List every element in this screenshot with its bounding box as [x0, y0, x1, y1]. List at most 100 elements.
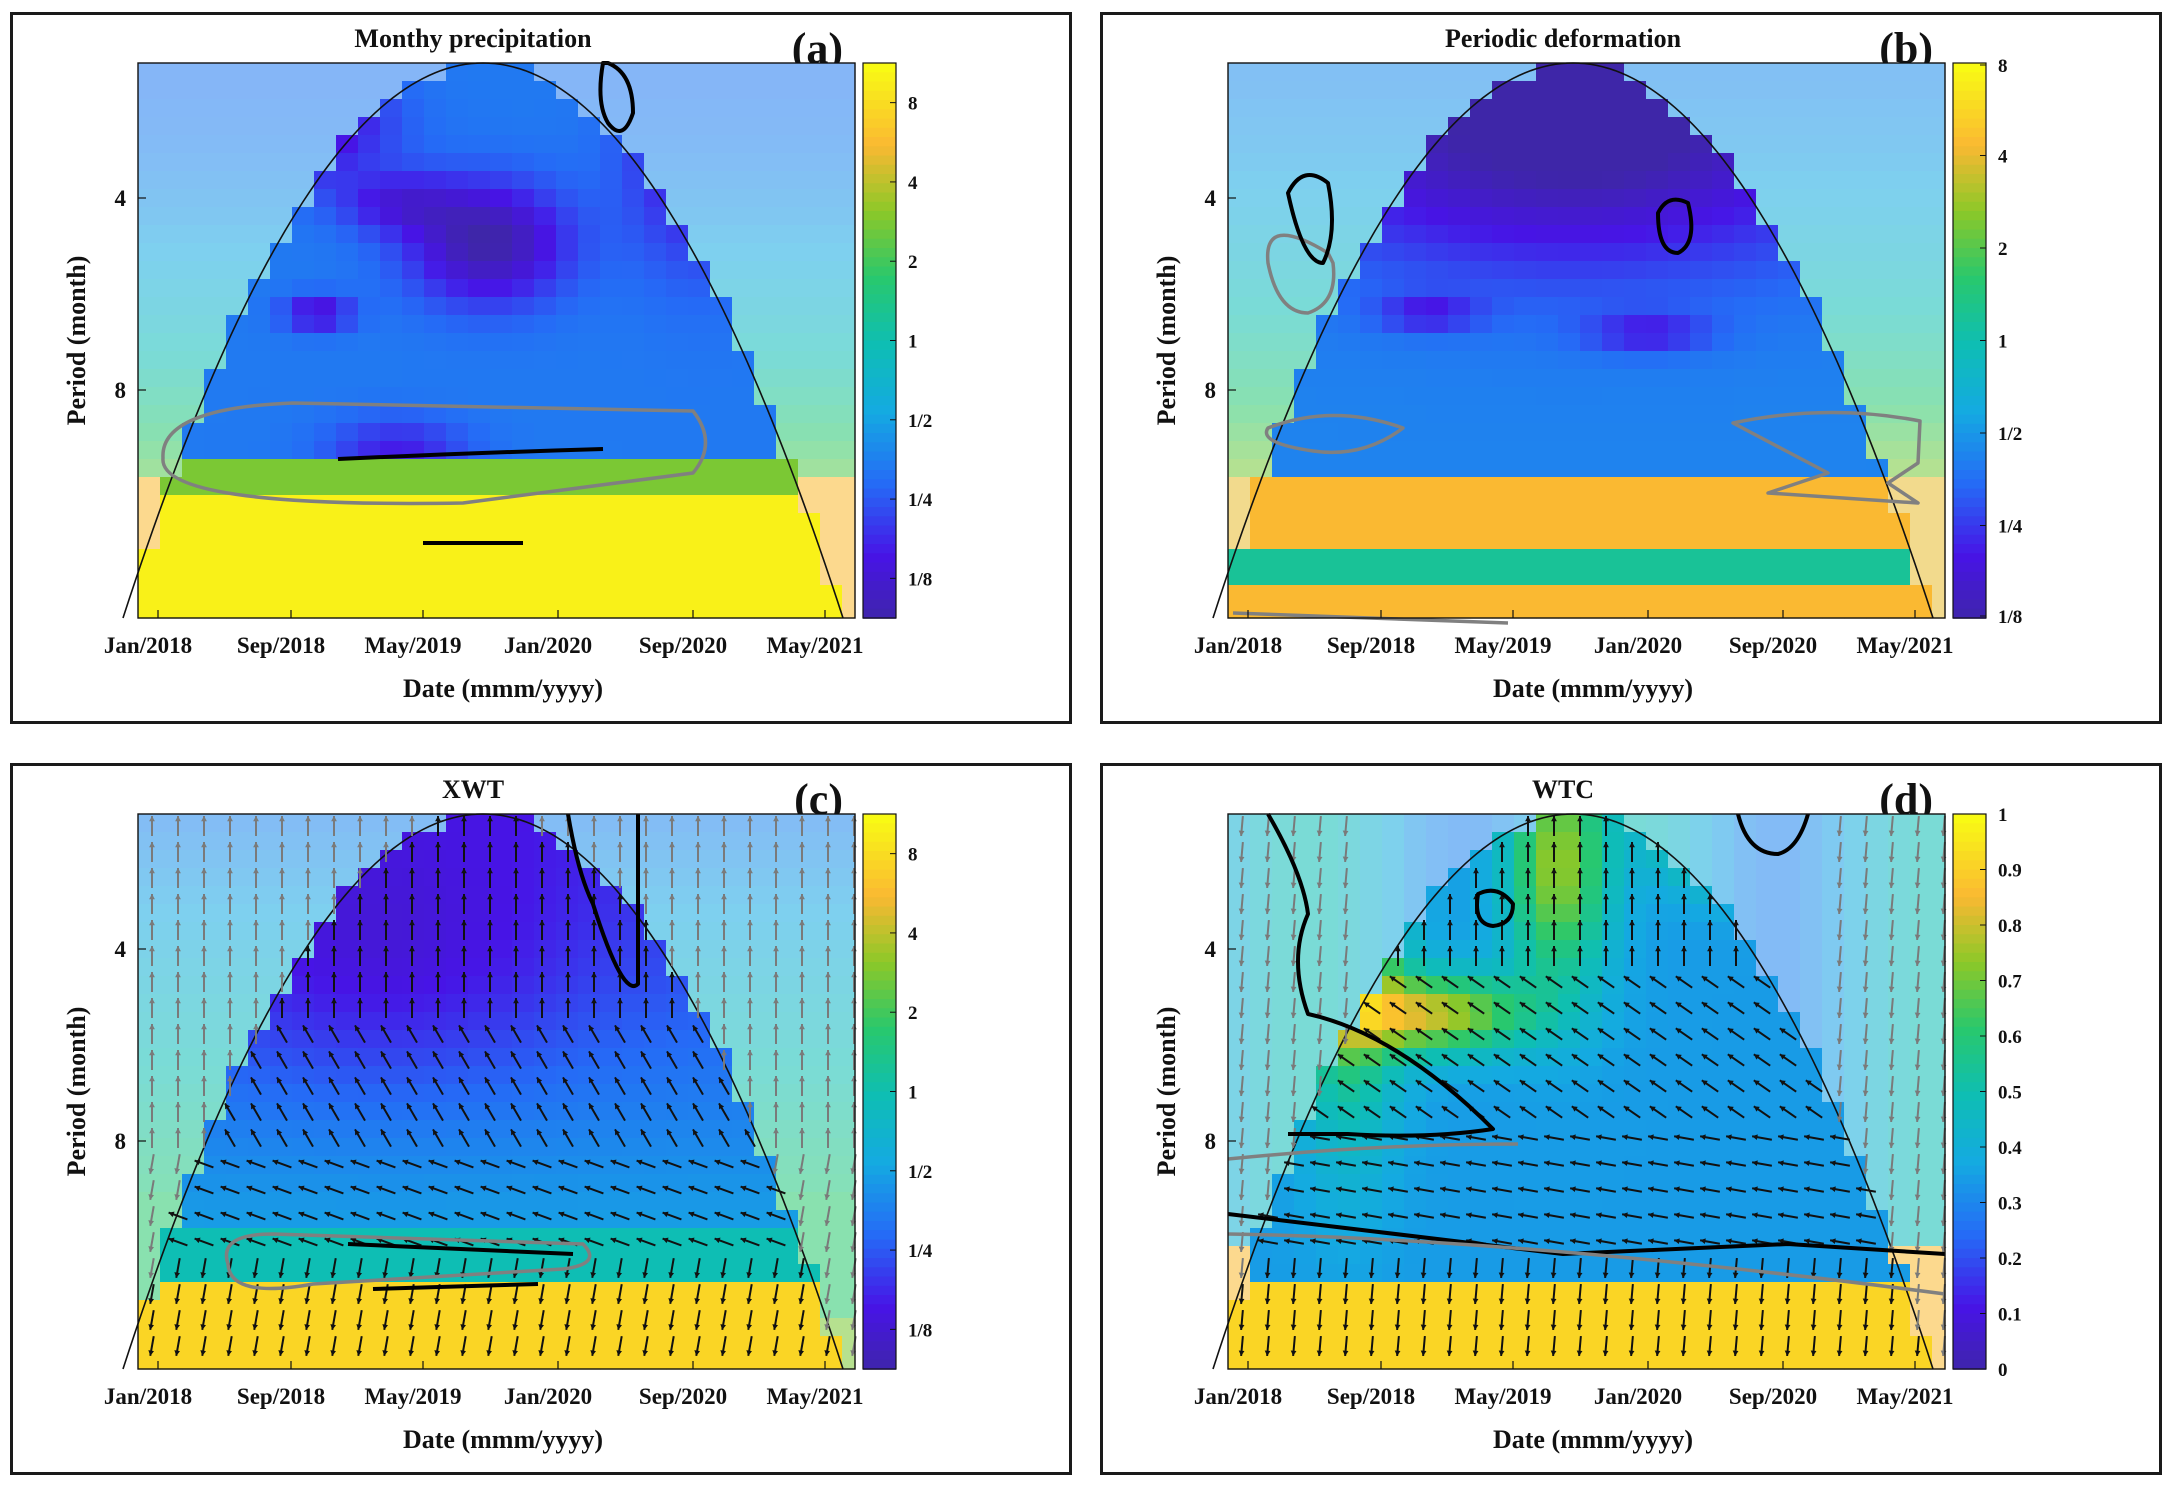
heatmap-cell [1470, 315, 1493, 334]
arrow-head [669, 920, 675, 926]
heatmap-cell [314, 333, 337, 352]
heatmap-cell [490, 63, 513, 82]
heatmap-cell [160, 1066, 183, 1085]
heatmap-cell [204, 441, 227, 460]
heatmap-cell [578, 976, 601, 995]
heatmap-cell [600, 1300, 623, 1319]
heatmap-cell [710, 63, 733, 82]
heatmap-cell [292, 1264, 315, 1283]
heatmap-cell [1228, 189, 1251, 208]
heatmap-cell [1888, 279, 1911, 298]
heatmap-cell [1316, 1336, 1339, 1355]
heatmap-cell [248, 369, 271, 388]
heatmap-cell [644, 958, 667, 977]
heatmap-cell [226, 189, 249, 208]
heatmap-cell [1448, 1336, 1471, 1355]
heatmap-cell [446, 886, 469, 905]
heatmap-cell [1250, 81, 1273, 100]
heatmap-cell [1514, 1156, 1537, 1175]
arrow-head [590, 1272, 597, 1278]
heatmap-cell [1932, 315, 1946, 334]
heatmap-cell [424, 585, 447, 604]
heatmap-cell [1580, 81, 1603, 100]
arrow-head [298, 1159, 305, 1166]
arrow-head [616, 1298, 623, 1304]
heatmap-cell [666, 940, 689, 959]
heatmap-cell [1338, 531, 1361, 550]
heatmap-cell [1426, 1264, 1449, 1283]
heatmap-cell [556, 117, 579, 136]
heatmap-cell [1316, 369, 1339, 388]
heatmap-cell [622, 369, 645, 388]
colorbar-step [863, 507, 896, 518]
heatmap-cell [1844, 351, 1867, 370]
heatmap-cell [666, 1174, 689, 1193]
heatmap-cell [1514, 225, 1537, 244]
heatmap-cell [732, 495, 755, 514]
heatmap-cell [1360, 1084, 1383, 1103]
heatmap-cell [710, 495, 733, 514]
heatmap-cell [270, 225, 293, 244]
heatmap-cell [1470, 1246, 1493, 1265]
heatmap-cell [1426, 567, 1449, 586]
heatmap-cell [490, 603, 513, 619]
heatmap-cell [1536, 495, 1559, 514]
heatmap-cell [336, 1300, 359, 1319]
heatmap-cell [1756, 387, 1779, 406]
heatmap-cell [1404, 387, 1427, 406]
heatmap-cell [556, 477, 579, 496]
heatmap-cell [1470, 1354, 1493, 1370]
heatmap-cell [820, 189, 843, 208]
heatmap-cell [1624, 513, 1647, 532]
heatmap-cell [336, 531, 359, 550]
heatmap-cell [248, 603, 271, 619]
heatmap-cell [468, 1354, 491, 1370]
heatmap-cell [380, 603, 403, 619]
heatmap-cell [424, 922, 447, 941]
heatmap-cell [1360, 1210, 1383, 1229]
heatmap-cell [776, 423, 799, 442]
heatmap-cell [688, 976, 711, 995]
arrow-head [668, 1272, 675, 1278]
heatmap-cell [1910, 243, 1933, 262]
heatmap-cell [358, 1282, 381, 1301]
heatmap-cell [1844, 333, 1867, 352]
heatmap-cell [270, 207, 293, 226]
heatmap-cell [490, 1048, 513, 1067]
arrow-head [688, 1185, 695, 1192]
heatmap-cell [1910, 261, 1933, 280]
heatmap-cell [1404, 994, 1427, 1013]
heatmap-cell [468, 441, 491, 460]
heatmap-cell [1404, 1030, 1427, 1049]
arrow-head [538, 1298, 545, 1304]
heatmap-cell [1932, 567, 1946, 586]
heatmap-cell [226, 459, 249, 478]
heatmap-cell [1470, 1174, 1493, 1193]
heatmap-cell [776, 441, 799, 460]
heatmap-cell [600, 495, 623, 514]
heatmap-cell [1932, 477, 1946, 496]
heatmap-cell [226, 207, 249, 226]
heatmap-cell [1426, 904, 1449, 923]
heatmap-cell [666, 477, 689, 496]
heatmap-cell [688, 1084, 711, 1103]
heatmap-cell [424, 940, 447, 959]
heatmap-cell [204, 1318, 227, 1337]
heatmap-cell [578, 1210, 601, 1229]
heatmap-cell [1272, 868, 1295, 887]
arrow-head [148, 1246, 155, 1252]
heatmap-cell [380, 1246, 403, 1265]
heatmap-cell [226, 994, 249, 1013]
heatmap-cell [204, 814, 227, 833]
heatmap-cell [1316, 117, 1339, 136]
heatmap-cell [776, 477, 799, 496]
heatmap-cell [1602, 603, 1625, 619]
heatmap-cell [644, 868, 667, 887]
arrow-head [433, 1051, 439, 1058]
heatmap-cell [798, 153, 821, 172]
colorbar-tick-label: 8 [908, 845, 918, 866]
heatmap-cell [754, 279, 777, 298]
arrow-head [772, 1272, 779, 1278]
heatmap-cell [358, 922, 381, 941]
arrow-head [298, 1211, 305, 1218]
